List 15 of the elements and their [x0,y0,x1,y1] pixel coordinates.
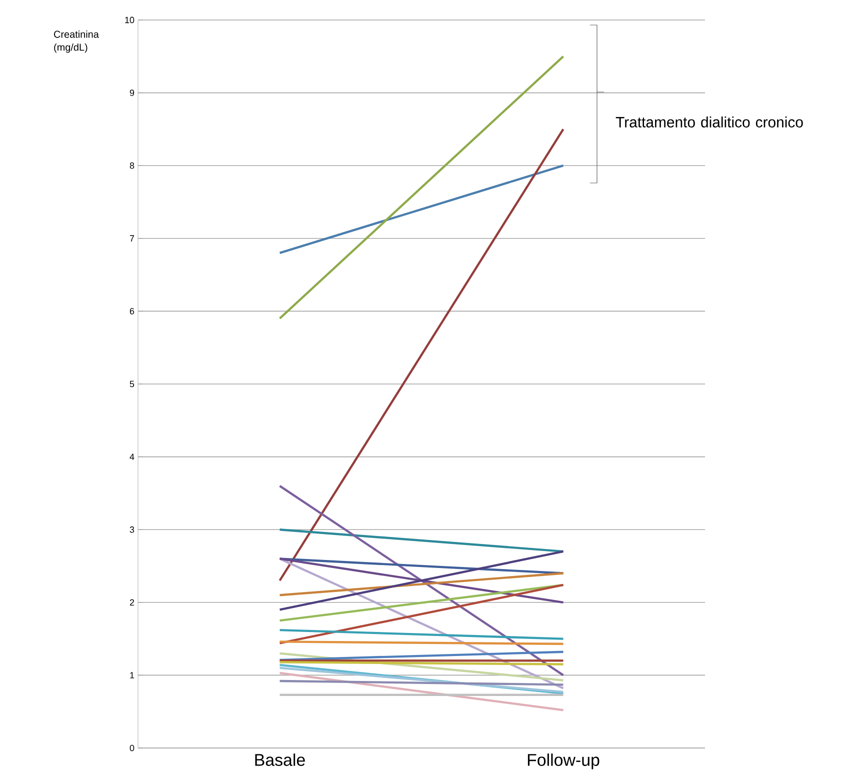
y-tick-label: 6 [130,308,134,314]
y-tick-label: 2 [130,599,134,606]
y-axis-title: Creatinina (mg/dL) [54,30,99,53]
y-tick-label: 1 [130,672,134,678]
annotation: Trattamento dialitico cronico [616,116,803,128]
y-tick-label: 0 [130,744,134,752]
y-tick-label: 3 [130,526,134,533]
y-tick-label: 5 [130,380,134,388]
y-tick-label: 8 [130,162,134,169]
y-tick-label: 10 [125,16,134,24]
y-tick-label: 4 [130,454,134,460]
y-tick-label: 7 [130,235,134,242]
x-tick-label: Follow-up [528,754,600,770]
x-tick-label: Basale [255,754,305,766]
y-tick-label: 9 [130,90,134,96]
